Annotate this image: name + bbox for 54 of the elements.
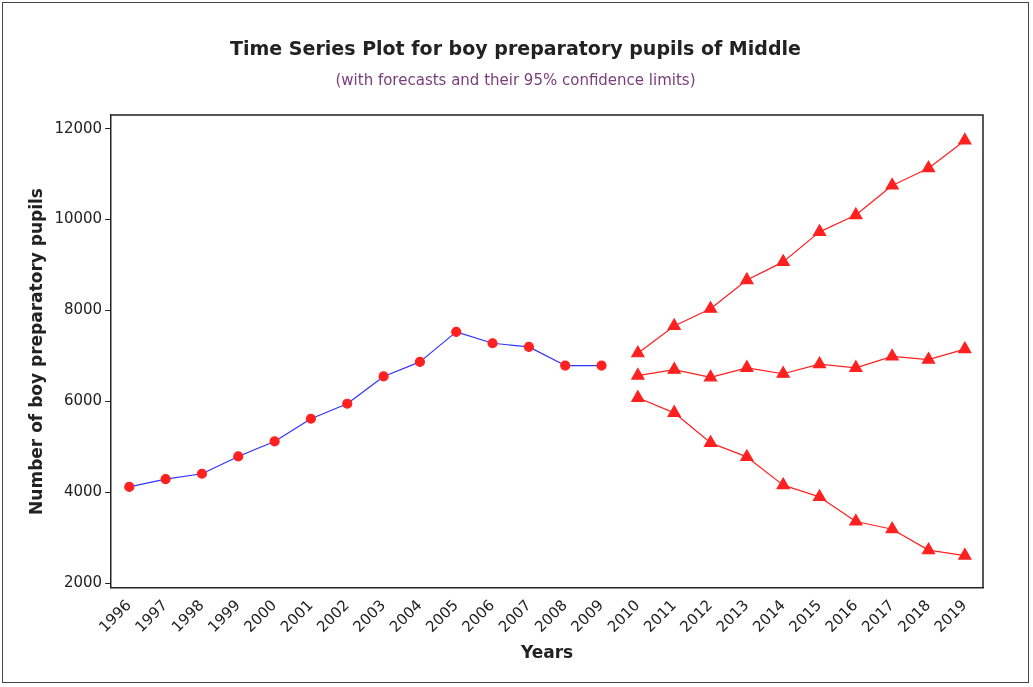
- point: [378, 371, 389, 382]
- point: [958, 341, 972, 354]
- point: [631, 345, 645, 358]
- point: [196, 468, 208, 479]
- point: [269, 436, 280, 447]
- point: [703, 301, 718, 313]
- point: [885, 348, 899, 361]
- y-tick-label: 6000: [63, 391, 103, 410]
- point: [233, 451, 244, 462]
- point: [921, 160, 936, 173]
- point: [812, 356, 827, 369]
- point: [305, 413, 317, 424]
- point: [414, 356, 426, 367]
- point: [921, 352, 936, 364]
- point: [667, 318, 681, 331]
- point: [740, 272, 754, 285]
- point: [523, 341, 534, 352]
- point: [921, 542, 936, 555]
- point: [776, 366, 790, 378]
- y-tick-label: 4000: [63, 482, 103, 501]
- chart-subtitle: (with forecasts and their 95% confidence limits): [334, 71, 697, 89]
- point: [451, 326, 462, 337]
- point: [849, 207, 863, 220]
- point: [776, 254, 790, 266]
- y-tick-label: 12000: [54, 118, 103, 137]
- point: [812, 224, 827, 236]
- point: [667, 362, 681, 374]
- y-axis-title: Number of boy preparatory pupils: [25, 188, 46, 515]
- point: [703, 435, 718, 447]
- point: [885, 521, 899, 534]
- point: [740, 360, 754, 372]
- point: [560, 360, 571, 371]
- point: [740, 449, 754, 462]
- point: [342, 398, 353, 409]
- x-axis-title: Years: [519, 642, 574, 663]
- point: [124, 481, 135, 493]
- y-tick-label: 2000: [63, 573, 103, 592]
- point: [667, 405, 681, 417]
- point: [776, 477, 790, 490]
- point: [631, 367, 645, 380]
- chart-title: Time Series Plot for boy preparatory pupils of Middle: [229, 37, 802, 59]
- point: [958, 132, 972, 145]
- y-tick-label: 8000: [63, 300, 103, 319]
- point: [596, 360, 607, 371]
- y-tick-label: 10000: [54, 209, 103, 228]
- point: [631, 390, 645, 402]
- point: [849, 513, 863, 526]
- point: [885, 177, 899, 190]
- point: [812, 489, 827, 502]
- point: [487, 338, 498, 349]
- point: [703, 369, 718, 382]
- point: [160, 474, 171, 485]
- point: [849, 360, 863, 372]
- point: [958, 548, 972, 560]
